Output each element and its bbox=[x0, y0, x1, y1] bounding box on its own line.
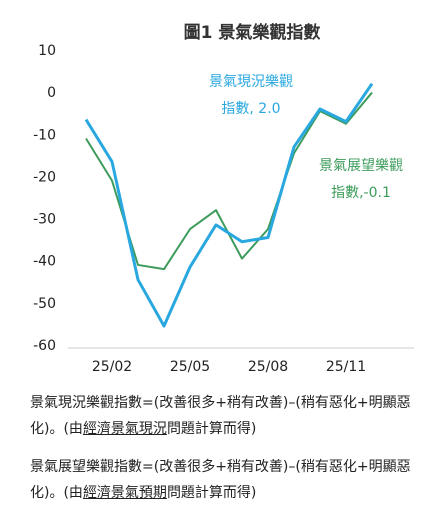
footnote-current-tail: 問題計算而得) bbox=[166, 421, 257, 437]
chart-title: 圖1 景氣樂觀指數 bbox=[183, 23, 321, 43]
y-tick-label: 0 bbox=[47, 85, 56, 101]
y-tick-label: -10 bbox=[33, 127, 56, 143]
y-tick-label: 10 bbox=[38, 43, 56, 59]
series-line-0 bbox=[84, 82, 374, 328]
footnote-outlook: 景氣展望樂觀指數=(改善很多+稍有改善)–(稍有惡化+明顯惡化)。(由經濟景氣預… bbox=[30, 454, 430, 506]
y-tick-label: -50 bbox=[33, 296, 56, 312]
footnote-outlook-text: 景氣展望樂觀指數=(改善很多+稍有改善)–(稍有惡化+明顯惡化)。(由 bbox=[30, 459, 411, 501]
series-label-0: 指數, 2.0 bbox=[221, 101, 280, 117]
series-labels: 景氣現況樂觀指數, 2.0 景氣展望樂觀指數,-0.1 bbox=[209, 73, 403, 201]
footnote-outlook-underlined: 經濟景氣預期 bbox=[82, 485, 167, 501]
y-axis-ticks: 10 0 -10 -20 -30 -40 -50 -60 bbox=[33, 43, 56, 354]
footnote-outlook-tail: 問題計算而得) bbox=[166, 485, 257, 501]
y-tick-label: -40 bbox=[33, 254, 56, 270]
y-tick-label: -60 bbox=[33, 338, 56, 354]
footnote-current: 景氣現況樂觀指數=(改善很多+稍有改善)–(稍有惡化+明顯惡化)。(由經濟景氣現… bbox=[30, 390, 430, 442]
x-tick-label: 25/08 bbox=[248, 359, 288, 375]
x-tick-label: 25/05 bbox=[170, 359, 210, 375]
y-tick-label: -20 bbox=[33, 169, 56, 185]
series-label-1: 指數,-0.1 bbox=[331, 185, 391, 201]
line-chart: 100-10-20-30-40-50-60 25/02 25/05 25/08 25/… bbox=[33, 43, 414, 375]
footnote-current-underlined: 經濟景氣現況 bbox=[82, 421, 167, 437]
x-axis-ticks: 25/02 25/05 25/08 25/11 bbox=[92, 359, 366, 375]
y-tick-label: -30 bbox=[33, 212, 56, 228]
series-label-0: 景氣現況樂觀 bbox=[209, 73, 293, 90]
footnote-current-text: 景氣現況樂觀指數=(改善很多+稍有改善)–(稍有惡化+明顯惡化)。(由 bbox=[30, 395, 411, 437]
x-tick-label: 25/11 bbox=[326, 359, 366, 375]
x-tick-label: 25/02 bbox=[92, 359, 132, 375]
series-lines bbox=[84, 82, 374, 328]
series-label-1: 景氣展望樂觀 bbox=[319, 157, 403, 174]
